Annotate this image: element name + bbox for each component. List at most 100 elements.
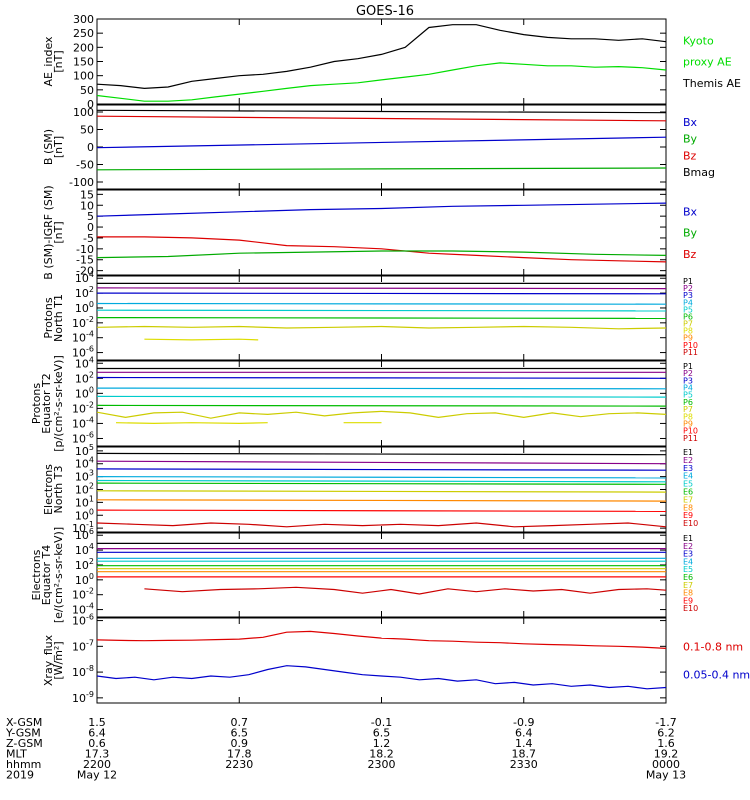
y-tick-label: 105 xyxy=(75,443,94,458)
y-tick-label: 0 xyxy=(87,98,94,111)
legend-entry: P7 xyxy=(683,320,693,329)
footer-value: 1.5 xyxy=(88,716,106,729)
series-line xyxy=(96,317,667,319)
footer-value: 1.2 xyxy=(373,737,391,750)
footer-row-label: X-GSM xyxy=(6,716,42,729)
y-axis-label: [nT] xyxy=(52,136,65,158)
y-tick-label: -50 xyxy=(76,159,94,172)
footer-row-label: Z-GSM xyxy=(6,737,43,750)
y-axis-label: AE_index xyxy=(42,36,55,87)
series-line xyxy=(96,490,667,493)
y-tick-label: 10-6 xyxy=(72,430,94,445)
footer-value: -0.1 xyxy=(371,716,392,729)
legend-entry: P7 xyxy=(683,405,693,414)
series-line xyxy=(144,338,259,341)
y-tick-label: 104 xyxy=(75,355,94,370)
series-line xyxy=(96,410,667,419)
legend-entry: By xyxy=(683,227,698,240)
y-tick-label: 100 xyxy=(75,572,94,587)
y-tick-label: 10-4 xyxy=(72,602,94,617)
legend-entry: E5 xyxy=(683,565,693,574)
legend-entry: By xyxy=(683,133,698,146)
footer-value: 1.6 xyxy=(657,737,675,750)
y-axis-label: Xray_flux xyxy=(42,634,55,686)
legend-entry: P4 xyxy=(683,384,693,393)
plot-title: GOES-16 xyxy=(356,4,414,19)
y-tick-label: -5 xyxy=(83,232,94,245)
footer-row-label: 2019 xyxy=(6,769,34,782)
series-line xyxy=(96,24,667,90)
footer-value: 6.5 xyxy=(373,727,391,740)
y-tick-label: 150 xyxy=(73,56,94,69)
legend-entry: P9 xyxy=(683,334,693,343)
y-axis-label: North T3 xyxy=(52,466,65,514)
legend-entry: Themis AE xyxy=(682,77,741,90)
legend-entry: E8 xyxy=(683,589,693,598)
y-tick-label: 15 xyxy=(80,188,94,201)
y-axis-label: Protons xyxy=(42,297,55,338)
legend-entry: P5 xyxy=(683,391,693,400)
legend-entry: P1 xyxy=(683,362,693,371)
footer-value: 17.8 xyxy=(227,748,252,761)
legend-entry: P11 xyxy=(683,434,698,443)
y-axis-label: [nT] xyxy=(52,50,65,72)
y-tick-label: 102 xyxy=(75,285,94,300)
footer-row-label: MLT xyxy=(6,748,27,761)
y-axis-label: North T1 xyxy=(52,294,65,342)
series-line xyxy=(96,468,667,471)
legend-entry: E6 xyxy=(683,573,693,582)
series-line xyxy=(96,325,667,330)
y-tick-label: -15 xyxy=(76,254,94,267)
panels: 300250200150100500AE_index[nT]Kyotoproxy… xyxy=(30,13,750,705)
y-tick-label: 10-6 xyxy=(72,613,94,628)
series-line xyxy=(96,482,667,485)
legend-entry: 0.1-0.8 nm xyxy=(683,640,743,653)
legend-entry: P8 xyxy=(683,412,693,421)
y-tick-label: 10-1 xyxy=(72,520,94,535)
series-line xyxy=(96,499,667,502)
y-tick-label: 300 xyxy=(73,13,94,26)
y-tick-label: 100 xyxy=(73,70,94,83)
series-line xyxy=(96,460,667,465)
y-axis-label: [p/(cm²-s-sr-keV)] xyxy=(52,355,65,452)
legend-entry: E3 xyxy=(683,464,693,473)
y-axis-label: Protons xyxy=(30,383,43,424)
series-line xyxy=(96,309,667,312)
y-tick-label: 100 xyxy=(73,106,94,119)
y-tick-label: -10 xyxy=(76,243,94,256)
footer-value: 6.5 xyxy=(231,727,249,740)
legend-entry: E4 xyxy=(683,557,693,566)
y-tick-label: 10-2 xyxy=(72,315,94,330)
panel-frame xyxy=(96,532,667,618)
legend-entry: E1 xyxy=(683,534,693,543)
footer-value: May 13 xyxy=(646,769,686,782)
y-tick-label: 104 xyxy=(75,270,94,285)
y-tick-label: 10-9 xyxy=(72,690,94,705)
footer-value: 1.4 xyxy=(515,737,533,750)
series-line xyxy=(96,115,667,122)
footer-value: 6.4 xyxy=(88,727,106,740)
y-tick-label: 101 xyxy=(75,494,94,509)
y-tick-label: 104 xyxy=(75,542,94,557)
y-axis-label: B (SM)-IGRF (SM) xyxy=(42,185,55,279)
footer-value: May 12 xyxy=(77,769,117,782)
series-line xyxy=(96,202,667,217)
y-tick-label: 100 xyxy=(75,300,94,315)
y-tick-label: 103 xyxy=(75,469,94,484)
footer-value: -1.7 xyxy=(655,716,676,729)
y-tick-label: 102 xyxy=(75,482,94,497)
panel-frame xyxy=(96,360,667,447)
legend-entry: E2 xyxy=(683,456,693,465)
series-line xyxy=(96,665,667,690)
y-tick-label: 10-4 xyxy=(72,415,94,430)
footer-row-label: Y-GSM xyxy=(5,727,41,740)
series-line xyxy=(96,509,667,512)
legend-entry: Bmag xyxy=(683,166,715,179)
